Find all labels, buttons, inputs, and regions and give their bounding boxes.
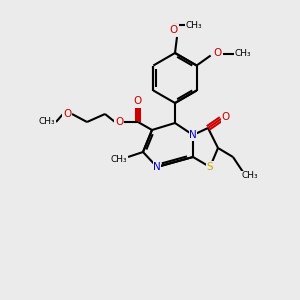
Text: N: N xyxy=(153,162,161,172)
Text: O: O xyxy=(222,112,230,122)
Text: CH₃: CH₃ xyxy=(39,118,55,127)
Text: O: O xyxy=(170,25,178,35)
Text: O: O xyxy=(214,49,222,58)
Text: N: N xyxy=(189,130,197,140)
Text: S: S xyxy=(207,162,213,172)
Text: CH₃: CH₃ xyxy=(234,49,251,58)
Text: CH₃: CH₃ xyxy=(186,20,202,29)
Text: CH₃: CH₃ xyxy=(111,155,127,164)
Text: CH₃: CH₃ xyxy=(242,172,258,181)
Text: O: O xyxy=(134,96,142,106)
Text: O: O xyxy=(63,109,71,119)
Text: O: O xyxy=(115,117,123,127)
